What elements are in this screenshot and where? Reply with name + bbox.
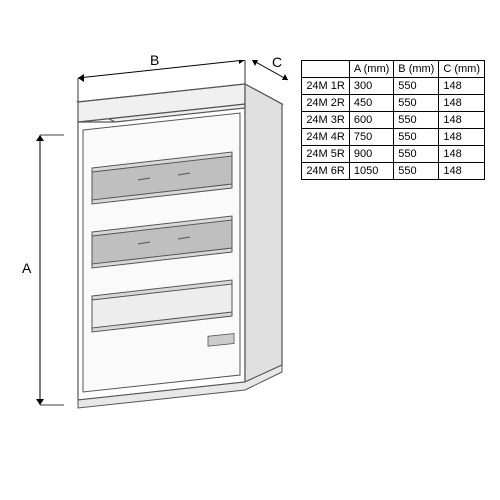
col-b: B (mm) [394,61,439,78]
table-row: 24M 4R 750 550 148 [302,129,485,146]
table-row: 24M 2R 450 550 148 [302,95,485,112]
dim-table: A (mm) B (mm) C (mm) 24M 1R 300 550 148 … [301,60,485,180]
table-row: 24M 3R 600 550 148 [302,112,485,129]
col-c: C (mm) [439,61,485,78]
dim-label-a: A [22,260,31,276]
enclosure-svg [20,60,310,420]
product-diagram: B C A [20,60,310,420]
table-row: 24M 1R 300 550 148 [302,78,485,95]
table-header-row: A (mm) B (mm) C (mm) [302,61,485,78]
col-a: A (mm) [349,61,393,78]
dimensions-table: A (mm) B (mm) C (mm) 24M 1R 300 550 148 … [301,60,485,180]
table-row: 24M 6R 1050 550 148 [302,163,485,180]
dim-label-b: B [150,52,159,68]
dim-label-c: C [272,54,282,70]
col-model [302,61,350,78]
table-row: 24M 5R 900 550 148 [302,146,485,163]
